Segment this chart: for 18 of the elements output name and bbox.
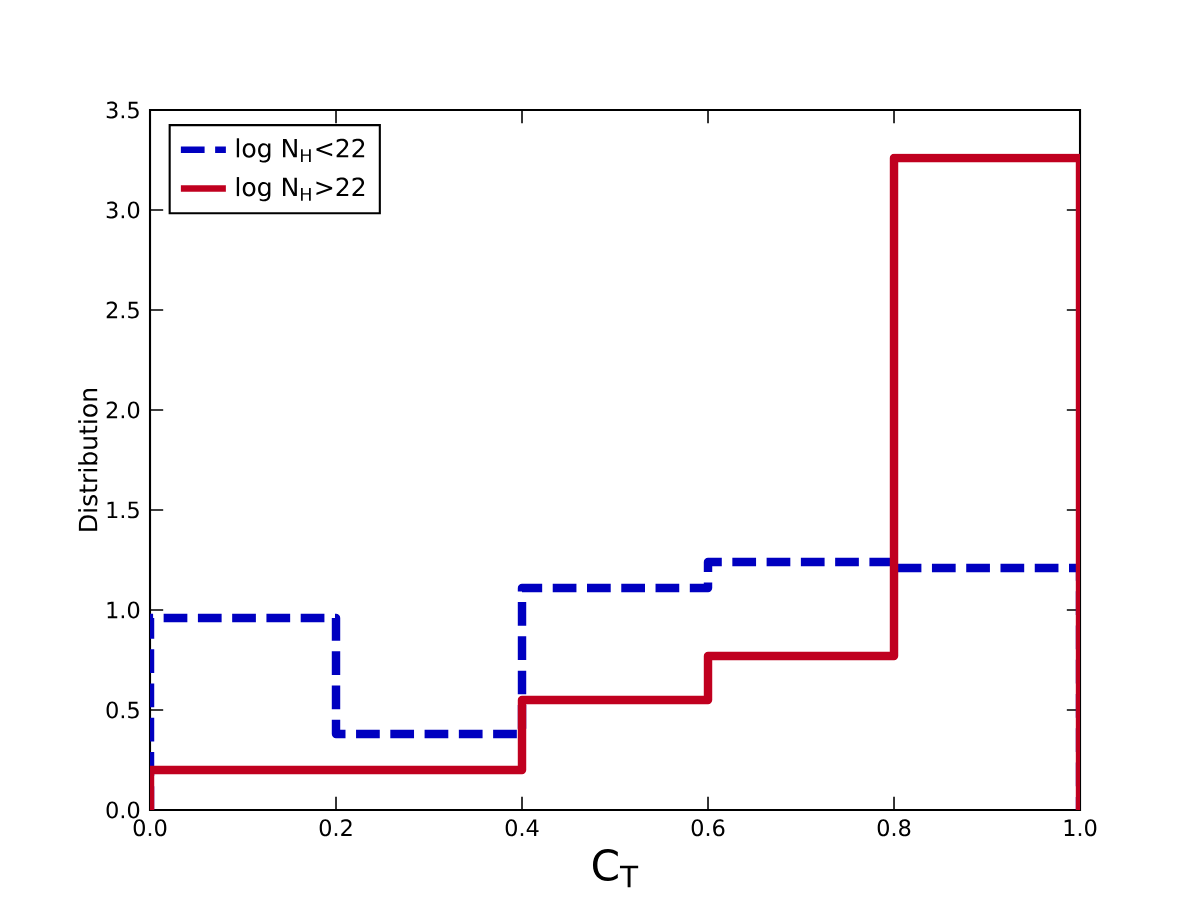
y-tick-label: 1.5 (107, 501, 139, 519)
y-tick-label: 1.0 (107, 601, 140, 619)
legend-label: log N$_{H}$<22 (236, 138, 365, 163)
x-tick-label: 0.0 (133, 819, 167, 837)
x-tick-label: 0.6 (691, 819, 725, 837)
y-tick-label: 2.0 (106, 401, 140, 419)
y-tick-label: 0.0 (106, 801, 140, 819)
y-tick-label: 3.5 (106, 101, 139, 119)
x-tick-label: 0.2 (319, 819, 352, 837)
x-tick-label: 0.8 (877, 819, 911, 837)
x-tick-label: 0.4 (505, 819, 539, 837)
x-tick-label: 1.0 (1064, 819, 1097, 837)
legend-label: log N$_{H}$>22 (236, 177, 365, 202)
y-tick-label: 0.5 (106, 701, 139, 719)
y-tick-label: 2.5 (106, 301, 139, 319)
x-axis-title: C$_{T}$ (592, 849, 639, 888)
y-tick-label: 3.0 (106, 201, 140, 219)
y-axis-title: Distribution (78, 389, 98, 531)
